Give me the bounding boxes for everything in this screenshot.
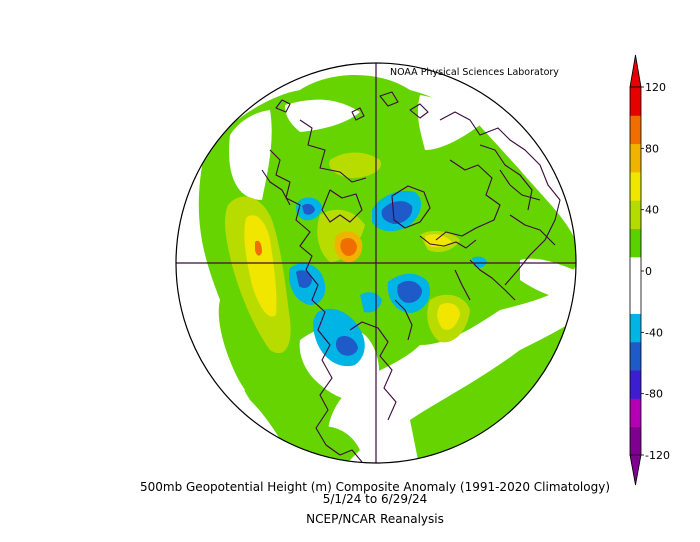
map-border (175, 62, 577, 464)
colorbar-swatch (630, 115, 641, 145)
strong-negative-regions (296, 201, 422, 356)
credit-text: NOAA Physical Sciences Laboratory (390, 67, 559, 78)
colorbar-tick-label: 80 (645, 142, 659, 155)
colorbar-swatch (630, 285, 641, 314)
map-disk (176, 63, 576, 463)
caption-line-2: 5/1/24 to 6/29/24 (322, 492, 428, 506)
peak-positive-region (255, 231, 363, 263)
colorbar-swatch (630, 171, 641, 201)
colorbar-arrow-top (629, 54, 642, 88)
colorbar-swatch (630, 313, 641, 343)
colorbar-swatch (630, 143, 641, 173)
colorbar-swatch (630, 370, 641, 399)
colorbar-tick-label: -40 (645, 326, 663, 339)
colorbar-swatch (630, 426, 641, 456)
colorbar: 120 80 40 0 -40 -80 -120 (629, 54, 670, 486)
colorbar-tick-label: 40 (645, 204, 659, 217)
colorbar-swatch (630, 256, 641, 286)
colorbar-tick-label: -120 (645, 449, 670, 462)
coastlines (261, 91, 561, 463)
colorbar-tick-label: -80 (645, 388, 663, 401)
colorbar-swatch (630, 398, 641, 428)
graticule (176, 63, 576, 463)
colorbar-swatch (630, 87, 641, 116)
strong-positive-regions (244, 215, 460, 330)
colorbar-swatch (630, 228, 641, 258)
colorbar-swatch (630, 341, 641, 371)
colorbar-swatch (630, 200, 641, 230)
caption-line-1: 500mb Geopotential Height (m) Composite … (139, 480, 610, 494)
caption-line-3: NCEP/NCAR Reanalysis (306, 512, 444, 526)
colorbar-tick-label: 0 (645, 265, 652, 278)
colorbar-tick-label: 120 (645, 81, 666, 94)
